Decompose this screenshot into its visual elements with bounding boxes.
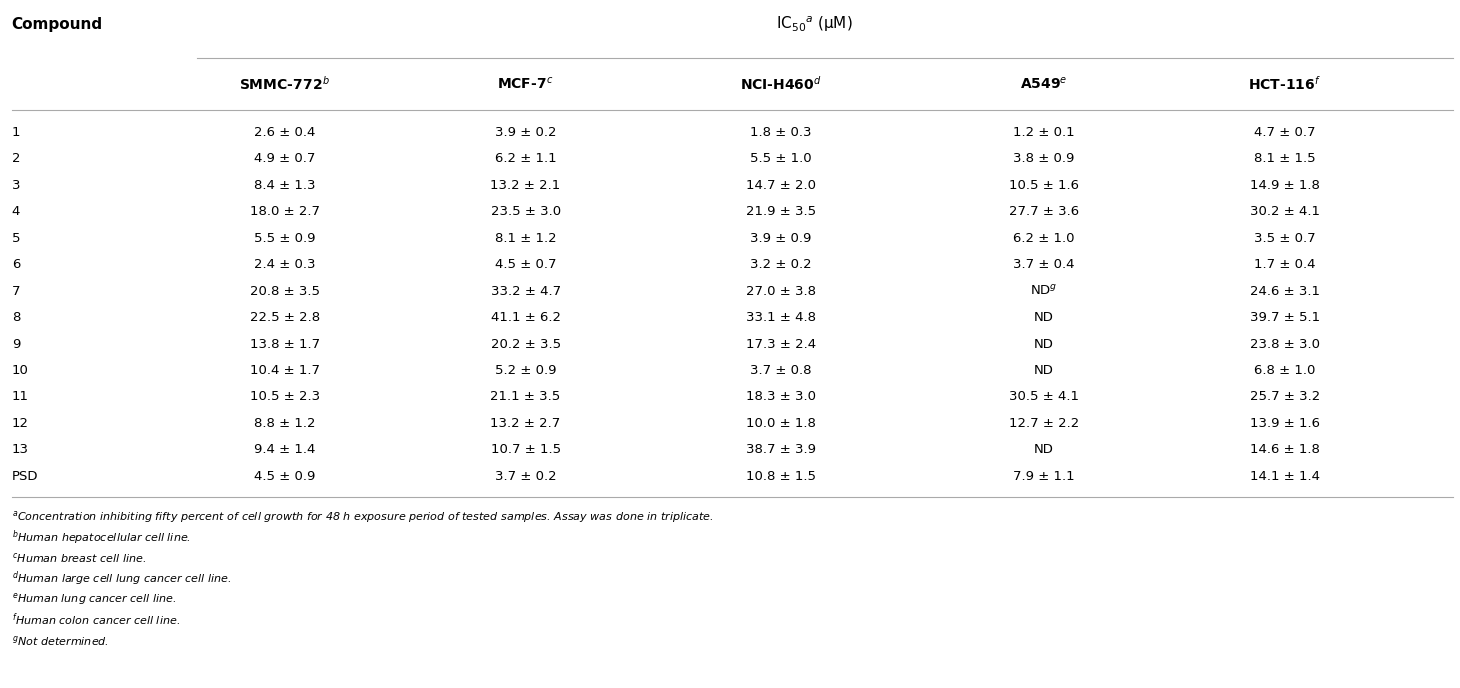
Text: 8.8 ± 1.2: 8.8 ± 1.2 — [254, 417, 315, 430]
Text: 14.6 ± 1.8: 14.6 ± 1.8 — [1250, 444, 1320, 456]
Text: 1.7 ± 0.4: 1.7 ± 0.4 — [1254, 258, 1315, 271]
Text: 8.1 ± 1.2: 8.1 ± 1.2 — [495, 232, 556, 244]
Text: 4: 4 — [12, 205, 20, 218]
Text: 18.0 ± 2.7: 18.0 ± 2.7 — [250, 205, 320, 218]
Text: 8: 8 — [12, 311, 20, 324]
Text: 21.1 ± 3.5: 21.1 ± 3.5 — [491, 391, 561, 403]
Text: 10: 10 — [12, 364, 29, 377]
Text: 3.7 ± 0.2: 3.7 ± 0.2 — [495, 470, 556, 483]
Text: 8.1 ± 1.5: 8.1 ± 1.5 — [1254, 152, 1315, 165]
Text: 13: 13 — [12, 444, 29, 456]
Text: 33.2 ± 4.7: 33.2 ± 4.7 — [491, 285, 561, 297]
Text: 20.2 ± 3.5: 20.2 ± 3.5 — [491, 338, 561, 350]
Text: 3.7 ± 0.8: 3.7 ± 0.8 — [750, 364, 812, 377]
Text: 24.6 ± 3.1: 24.6 ± 3.1 — [1250, 285, 1320, 297]
Text: 10.4 ± 1.7: 10.4 ± 1.7 — [250, 364, 320, 377]
Text: $^{a}$Concentration inhibiting fifty percent of cell growth for 48 h exposure pe: $^{a}$Concentration inhibiting fifty per… — [12, 508, 714, 525]
Text: 21.9 ± 3.5: 21.9 ± 3.5 — [746, 205, 816, 218]
Text: HCT-116$^{f}$: HCT-116$^{f}$ — [1248, 75, 1321, 93]
Text: 13.2 ± 2.7: 13.2 ± 2.7 — [491, 417, 561, 430]
Text: 9: 9 — [12, 338, 20, 350]
Text: IC$_{50}$$^{a}$ (μM): IC$_{50}$$^{a}$ (μM) — [775, 14, 853, 34]
Text: 11: 11 — [12, 391, 29, 403]
Text: 1.2 ± 0.1: 1.2 ± 0.1 — [1013, 126, 1075, 138]
Text: 23.8 ± 3.0: 23.8 ± 3.0 — [1250, 338, 1320, 350]
Text: 6.2 ± 1.1: 6.2 ± 1.1 — [495, 152, 556, 165]
Text: 14.7 ± 2.0: 14.7 ± 2.0 — [746, 179, 816, 191]
Text: 5: 5 — [12, 232, 20, 244]
Text: 13.8 ± 1.7: 13.8 ± 1.7 — [250, 338, 320, 350]
Text: 12.7 ± 2.2: 12.7 ± 2.2 — [1009, 417, 1079, 430]
Text: 30.2 ± 4.1: 30.2 ± 4.1 — [1250, 205, 1320, 218]
Text: 4.5 ± 0.9: 4.5 ± 0.9 — [254, 470, 315, 483]
Text: 14.1 ± 1.4: 14.1 ± 1.4 — [1250, 470, 1320, 483]
Text: 17.3 ± 2.4: 17.3 ± 2.4 — [746, 338, 816, 350]
Text: 8.4 ± 1.3: 8.4 ± 1.3 — [254, 179, 315, 191]
Text: 3.9 ± 0.2: 3.9 ± 0.2 — [495, 126, 556, 138]
Text: 1: 1 — [12, 126, 20, 138]
Text: 18.3 ± 3.0: 18.3 ± 3.0 — [746, 391, 816, 403]
Text: 4.9 ± 0.7: 4.9 ± 0.7 — [254, 152, 315, 165]
Text: NCI-H460$^{d}$: NCI-H460$^{d}$ — [740, 75, 822, 93]
Text: 2.4 ± 0.3: 2.4 ± 0.3 — [254, 258, 315, 271]
Text: 2: 2 — [12, 152, 20, 165]
Text: $^{d}$Human large cell lung cancer cell line.: $^{d}$Human large cell lung cancer cell … — [12, 569, 231, 588]
Text: 20.8 ± 3.5: 20.8 ± 3.5 — [250, 285, 320, 297]
Text: Compound: Compound — [12, 17, 102, 32]
Text: 5.5 ± 0.9: 5.5 ± 0.9 — [254, 232, 315, 244]
Text: 13.9 ± 1.6: 13.9 ± 1.6 — [1250, 417, 1320, 430]
Text: 38.7 ± 3.9: 38.7 ± 3.9 — [746, 444, 816, 456]
Text: 14.9 ± 1.8: 14.9 ± 1.8 — [1250, 179, 1320, 191]
Text: $^{b}$Human hepatocellular cell line.: $^{b}$Human hepatocellular cell line. — [12, 528, 191, 547]
Text: 3.9 ± 0.9: 3.9 ± 0.9 — [750, 232, 812, 244]
Text: PSD: PSD — [12, 470, 38, 483]
Text: 23.5 ± 3.0: 23.5 ± 3.0 — [491, 205, 561, 218]
Text: 3.2 ± 0.2: 3.2 ± 0.2 — [750, 258, 812, 271]
Text: 10.0 ± 1.8: 10.0 ± 1.8 — [746, 417, 816, 430]
Text: $^{c}$Human breast cell line.: $^{c}$Human breast cell line. — [12, 551, 146, 565]
Text: 39.7 ± 5.1: 39.7 ± 5.1 — [1250, 311, 1320, 324]
Text: 1.8 ± 0.3: 1.8 ± 0.3 — [750, 126, 812, 138]
Text: 41.1 ± 6.2: 41.1 ± 6.2 — [491, 311, 561, 324]
Text: 30.5 ± 4.1: 30.5 ± 4.1 — [1009, 391, 1079, 403]
Text: 10.8 ± 1.5: 10.8 ± 1.5 — [746, 470, 816, 483]
Text: 10.5 ± 1.6: 10.5 ± 1.6 — [1009, 179, 1079, 191]
Text: 3.8 ± 0.9: 3.8 ± 0.9 — [1013, 152, 1075, 165]
Text: 5.5 ± 1.0: 5.5 ± 1.0 — [750, 152, 812, 165]
Text: 25.7 ± 3.2: 25.7 ± 3.2 — [1250, 391, 1320, 403]
Text: 33.1 ± 4.8: 33.1 ± 4.8 — [746, 311, 816, 324]
Text: 4.7 ± 0.7: 4.7 ± 0.7 — [1254, 126, 1315, 138]
Text: ND$^{g}$: ND$^{g}$ — [1031, 284, 1057, 298]
Text: 9.4 ± 1.4: 9.4 ± 1.4 — [254, 444, 315, 456]
Text: 10.5 ± 2.3: 10.5 ± 2.3 — [250, 391, 320, 403]
Text: ND: ND — [1034, 364, 1054, 377]
Text: SMMC-772$^{b}$: SMMC-772$^{b}$ — [239, 75, 330, 93]
Text: 7.9 ± 1.1: 7.9 ± 1.1 — [1013, 470, 1075, 483]
Text: 3.5 ± 0.7: 3.5 ± 0.7 — [1254, 232, 1315, 244]
Text: 27.7 ± 3.6: 27.7 ± 3.6 — [1009, 205, 1079, 218]
Text: 5.2 ± 0.9: 5.2 ± 0.9 — [495, 364, 556, 377]
Text: $^{e}$Human lung cancer cell line.: $^{e}$Human lung cancer cell line. — [12, 591, 177, 608]
Text: MCF-7$^{c}$: MCF-7$^{c}$ — [498, 76, 553, 92]
Text: 6: 6 — [12, 258, 20, 271]
Text: 3: 3 — [12, 179, 20, 191]
Text: 13.2 ± 2.1: 13.2 ± 2.1 — [491, 179, 561, 191]
Text: ND: ND — [1034, 444, 1054, 456]
Text: ND: ND — [1034, 338, 1054, 350]
Text: 6.2 ± 1.0: 6.2 ± 1.0 — [1013, 232, 1075, 244]
Text: A549$^{e}$: A549$^{e}$ — [1021, 76, 1067, 92]
Text: $^{g}$Not determined.: $^{g}$Not determined. — [12, 634, 108, 647]
Text: 2.6 ± 0.4: 2.6 ± 0.4 — [254, 126, 315, 138]
Text: 27.0 ± 3.8: 27.0 ± 3.8 — [746, 285, 816, 297]
Text: 7: 7 — [12, 285, 20, 297]
Text: 12: 12 — [12, 417, 29, 430]
Text: 10.7 ± 1.5: 10.7 ± 1.5 — [491, 444, 561, 456]
Text: $^{f}$Human colon cancer cell line.: $^{f}$Human colon cancer cell line. — [12, 612, 180, 628]
Text: ND: ND — [1034, 311, 1054, 324]
Text: 3.7 ± 0.4: 3.7 ± 0.4 — [1013, 258, 1075, 271]
Text: 6.8 ± 1.0: 6.8 ± 1.0 — [1254, 364, 1315, 377]
Text: 4.5 ± 0.7: 4.5 ± 0.7 — [495, 258, 556, 271]
Text: 22.5 ± 2.8: 22.5 ± 2.8 — [250, 311, 320, 324]
